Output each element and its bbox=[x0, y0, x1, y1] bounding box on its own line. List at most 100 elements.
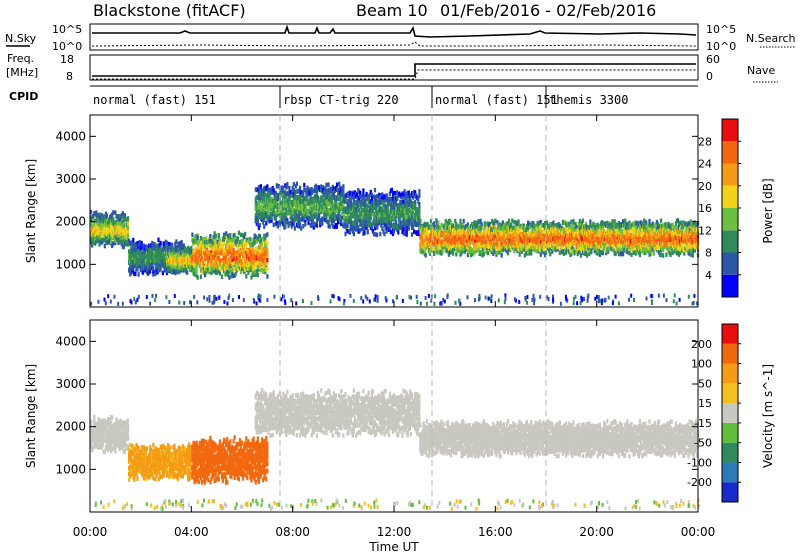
heatmap-cell bbox=[227, 272, 230, 278]
heatmap-cell bbox=[258, 234, 262, 239]
heatmap-cell bbox=[240, 263, 244, 268]
heatmap-cell bbox=[249, 249, 252, 255]
heatmap-cell bbox=[234, 271, 237, 277]
heatmap-cell bbox=[411, 200, 415, 206]
heatmap-cell bbox=[386, 222, 389, 228]
heatmap-cell bbox=[229, 237, 232, 242]
heatmap-cell bbox=[204, 259, 207, 264]
heatmap-cell bbox=[409, 199, 412, 204]
heatmap-cell bbox=[366, 203, 369, 209]
heatmap-cell bbox=[266, 266, 269, 272]
heatmap-cell bbox=[319, 222, 322, 228]
heatmap-cell bbox=[114, 240, 117, 246]
heatmap-cell bbox=[544, 250, 548, 256]
heatmap-cell bbox=[149, 269, 152, 274]
heatmap-cell bbox=[546, 220, 549, 225]
heatmap-cell bbox=[396, 209, 399, 215]
heatmap-cell bbox=[369, 189, 372, 195]
heatmap-cell bbox=[315, 189, 319, 194]
heatmap-cell bbox=[242, 246, 245, 251]
heatmap-cell bbox=[368, 192, 371, 198]
heatmap-cell bbox=[136, 241, 139, 246]
heatmap-cell bbox=[258, 223, 262, 228]
heatmap-cell bbox=[92, 239, 95, 244]
heatmap-cell bbox=[265, 244, 268, 249]
heatmap-cell bbox=[538, 234, 541, 239]
heatmap-cell bbox=[245, 259, 248, 264]
nsky-label: N.Sky bbox=[5, 32, 37, 45]
heatmap-cell bbox=[308, 187, 311, 192]
heatmap-cell bbox=[200, 255, 203, 260]
heatmap-cell bbox=[216, 248, 219, 253]
heatmap-cell bbox=[403, 223, 406, 228]
heatmap-cell bbox=[268, 205, 271, 210]
heatmap-cell bbox=[376, 232, 379, 238]
heatmap-cell bbox=[332, 219, 335, 224]
heatmap-cell bbox=[270, 190, 273, 196]
heatmap-cell bbox=[392, 228, 396, 233]
heatmap-cell bbox=[263, 264, 266, 270]
heatmap-cell bbox=[343, 217, 346, 222]
heatmap-cell bbox=[142, 243, 145, 249]
heatmap-cell bbox=[94, 232, 97, 237]
heatmap-cell bbox=[217, 269, 220, 274]
heatmap-cell bbox=[407, 190, 410, 195]
heatmap-cell bbox=[405, 232, 408, 237]
heatmap-cell bbox=[294, 209, 297, 214]
heatmap-cell bbox=[113, 236, 116, 241]
heatmap-cell bbox=[359, 190, 362, 196]
heatmap-cell bbox=[204, 272, 207, 278]
heatmap-cell bbox=[441, 248, 444, 254]
heatmap-cell bbox=[255, 246, 258, 252]
heatmap-cell bbox=[253, 239, 256, 245]
heatmap-cell bbox=[334, 199, 338, 204]
power-heatmap bbox=[90, 181, 700, 306]
heatmap-cell bbox=[209, 263, 212, 268]
heatmap-cell bbox=[552, 246, 555, 252]
heatmap-cell bbox=[126, 235, 130, 241]
heatmap-cell bbox=[192, 269, 195, 275]
heatmap-cell bbox=[98, 212, 101, 217]
heatmap-cell bbox=[265, 221, 268, 226]
heatmap-cell bbox=[348, 219, 351, 224]
heatmap-cell bbox=[310, 202, 313, 208]
heatmap-cell bbox=[242, 257, 245, 263]
heatmap-cell bbox=[556, 247, 559, 252]
heatmap-cell bbox=[346, 214, 349, 219]
heatmap-cell bbox=[511, 230, 514, 236]
heatmap-cell bbox=[236, 243, 239, 248]
heatmap-cell bbox=[208, 250, 211, 256]
heatmap-cell bbox=[257, 195, 260, 201]
heatmap-cell bbox=[266, 211, 269, 216]
heatmap-cell bbox=[302, 190, 305, 195]
heatmap-cell bbox=[444, 223, 447, 229]
heatmap-cell bbox=[538, 229, 541, 234]
heatmap-cell bbox=[112, 210, 115, 215]
heatmap-cell bbox=[144, 264, 147, 269]
heatmap-cell bbox=[236, 256, 239, 261]
heatmap-cell bbox=[480, 249, 483, 255]
heatmap-cell bbox=[452, 223, 455, 228]
heatmap-cell bbox=[527, 245, 530, 250]
heatmap-cell bbox=[202, 270, 206, 275]
heatmap-cell bbox=[370, 225, 373, 230]
heatmap-cell bbox=[349, 199, 352, 204]
heatmap-cell bbox=[372, 232, 376, 237]
heatmap-cell bbox=[516, 237, 519, 243]
heatmap-cell bbox=[266, 218, 269, 223]
heatmap-cell bbox=[153, 259, 156, 264]
heatmap-cell bbox=[104, 221, 107, 226]
cpid-segment-label: normal (fast) 151 bbox=[435, 93, 558, 107]
heatmap-cell bbox=[494, 225, 497, 230]
heatmap-cell bbox=[330, 199, 333, 204]
heatmap-cell bbox=[214, 258, 217, 263]
heatmap-cell bbox=[246, 237, 249, 243]
heatmap-cell bbox=[162, 242, 165, 247]
heatmap-cell bbox=[257, 184, 260, 190]
heatmap-cell bbox=[180, 240, 183, 245]
heatmap-cell bbox=[446, 238, 449, 243]
heatmap-cell bbox=[152, 256, 155, 262]
heatmap-cell bbox=[548, 248, 551, 253]
heatmap-cell bbox=[266, 205, 269, 210]
heatmap-cell bbox=[327, 202, 330, 207]
